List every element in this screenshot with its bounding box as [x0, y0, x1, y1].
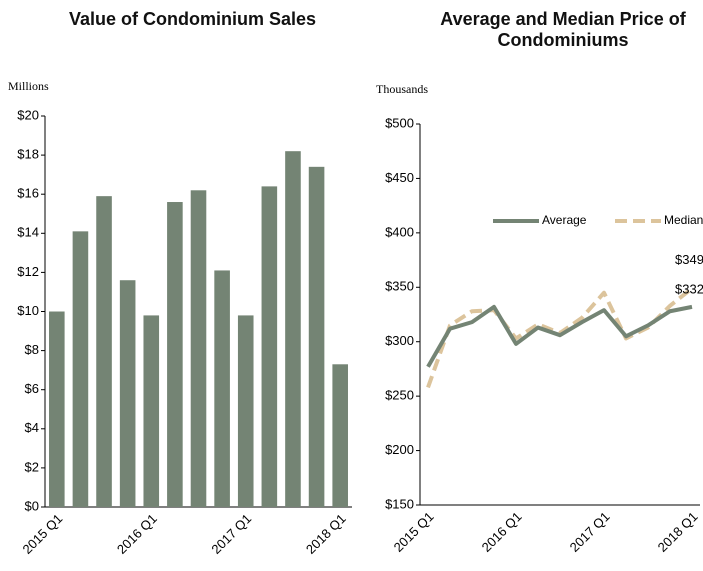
bar: [308, 166, 325, 507]
y-tick-label: $250: [385, 388, 414, 403]
legend-label: Median: [664, 213, 703, 227]
bar: [96, 196, 112, 507]
bar: [285, 151, 301, 507]
y-tick-label: $500: [385, 115, 414, 130]
bar: [72, 231, 89, 507]
y-tick-label: $450: [385, 170, 414, 185]
y-tick-label: $400: [385, 224, 414, 239]
y-axis-label: Thousands: [376, 82, 428, 96]
line-series: [426, 286, 694, 389]
bar: [237, 315, 254, 507]
bar: [261, 186, 278, 507]
line-series: [426, 304, 693, 368]
data-label: $332: [675, 281, 703, 296]
x-tick-label: 2018 Q1: [303, 511, 349, 557]
y-tick-label: $0: [25, 498, 39, 513]
y-tick-label: $200: [385, 442, 414, 457]
y-tick-label: $10: [17, 303, 39, 318]
y-tick-label: $16: [17, 186, 39, 201]
y-tick-label: $350: [385, 279, 414, 294]
data-label: $349: [675, 252, 703, 267]
y-axis-label: Millions: [8, 79, 49, 93]
x-tick-label: 2015 Q1: [391, 509, 437, 555]
x-tick-label: 2017 Q1: [208, 511, 254, 557]
bar: [167, 202, 183, 507]
bar: [49, 311, 65, 507]
y-tick-label: $4: [25, 420, 39, 435]
chart-title: Value of Condominium Sales: [68, 9, 317, 29]
y-tick-label: $8: [25, 342, 39, 357]
y-tick-label: $6: [25, 381, 39, 396]
y-tick-label: $2: [25, 459, 39, 474]
bar: [332, 364, 348, 507]
x-tick-label: 2016 Q1: [479, 509, 525, 555]
bar: [214, 270, 230, 507]
x-tick-label: 2015 Q1: [19, 511, 65, 557]
y-tick-label: $150: [385, 496, 414, 511]
bar: [190, 190, 207, 508]
y-tick-label: $18: [17, 147, 39, 162]
y-tick-label: $12: [17, 264, 39, 279]
bar: [119, 280, 136, 507]
y-tick-label: $300: [385, 333, 414, 348]
y-tick-label: $14: [17, 225, 39, 240]
legend-label: Average: [542, 213, 587, 227]
x-tick-label: 2016 Q1: [114, 511, 160, 557]
chart-title: Average and Median Price of Condominiums: [440, 9, 686, 50]
y-tick-label: $20: [17, 107, 39, 122]
x-tick-label: 2018 Q1: [655, 509, 701, 555]
bar: [143, 315, 160, 507]
x-tick-label: 2017 Q1: [567, 509, 613, 555]
